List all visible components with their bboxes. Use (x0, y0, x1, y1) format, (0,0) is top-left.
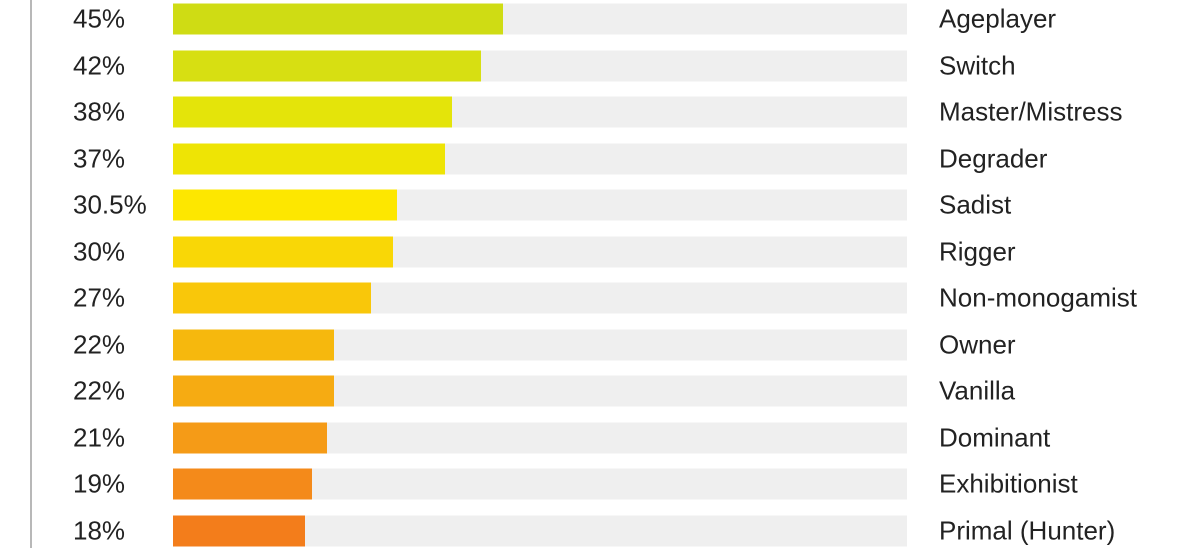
category-label: Switch (939, 50, 1016, 80)
bar (173, 3, 504, 35)
value-label: 21% (73, 422, 126, 452)
value-label: 37% (73, 143, 126, 173)
bar-track (173, 96, 907, 128)
bar (173, 422, 328, 453)
bar (173, 50, 482, 81)
category-label: Ageplayer (939, 3, 1057, 34)
value-label: 19% (73, 468, 126, 499)
bar-row: 27% Non-monogamist (0, 275, 1200, 321)
left-border-line (30, 0, 32, 548)
bar-row: 38% Master/Mistress (0, 89, 1200, 135)
category-label: Sadist (939, 189, 1012, 220)
bar-track (173, 50, 907, 81)
bar-row: 21% Dominant (0, 415, 1200, 461)
bar (173, 282, 372, 314)
value-label: 45% (73, 3, 126, 34)
bar-row: 30% Rigger (0, 229, 1200, 275)
bar-row: 22% Vanilla (0, 368, 1200, 414)
value-label: 42% (73, 50, 126, 80)
value-label: 30.5% (73, 189, 147, 220)
bar (173, 329, 335, 360)
bar-track (173, 3, 907, 35)
bar-track (173, 329, 907, 360)
bar-track (173, 468, 907, 500)
bar-track (173, 515, 907, 546)
bar-track (173, 189, 907, 221)
category-label: Owner (939, 329, 1016, 359)
bar (173, 189, 397, 221)
category-label: Non-monogamist (939, 282, 1137, 313)
bar-row: 37% Degrader (0, 136, 1200, 182)
bar (173, 96, 452, 128)
bar-track (173, 236, 907, 267)
bar-row: 22% Owner (0, 322, 1200, 368)
value-label: 18% (73, 515, 126, 545)
category-label: Vanilla (939, 375, 1016, 406)
bar-track (173, 143, 907, 174)
bar (173, 143, 445, 174)
bar (173, 375, 335, 407)
bar (173, 515, 306, 546)
bar-row: 45% Ageplayer (0, 0, 1200, 42)
bar-row: 19% Exhibitionist (0, 461, 1200, 507)
category-label: Master/Mistress (939, 96, 1123, 127)
category-label: Exhibitionist (939, 468, 1078, 499)
bar-track (173, 282, 907, 314)
category-label: Primal (Hunter) (939, 515, 1116, 545)
bar-row: 18% Primal (Hunter) (0, 508, 1200, 554)
value-label: 22% (73, 375, 126, 406)
value-label: 38% (73, 96, 126, 127)
value-label: 30% (73, 236, 126, 266)
bar (173, 468, 313, 500)
category-label: Rigger (939, 236, 1016, 266)
value-label: 27% (73, 282, 126, 313)
bar-row: 42% Switch (0, 43, 1200, 89)
bar-row: 30.5% Sadist (0, 182, 1200, 228)
value-label: 22% (73, 329, 126, 359)
bar (173, 236, 394, 267)
bar-track (173, 422, 907, 453)
category-label: Degrader (939, 143, 1048, 173)
category-label: Dominant (939, 422, 1051, 452)
bar-track (173, 375, 907, 407)
